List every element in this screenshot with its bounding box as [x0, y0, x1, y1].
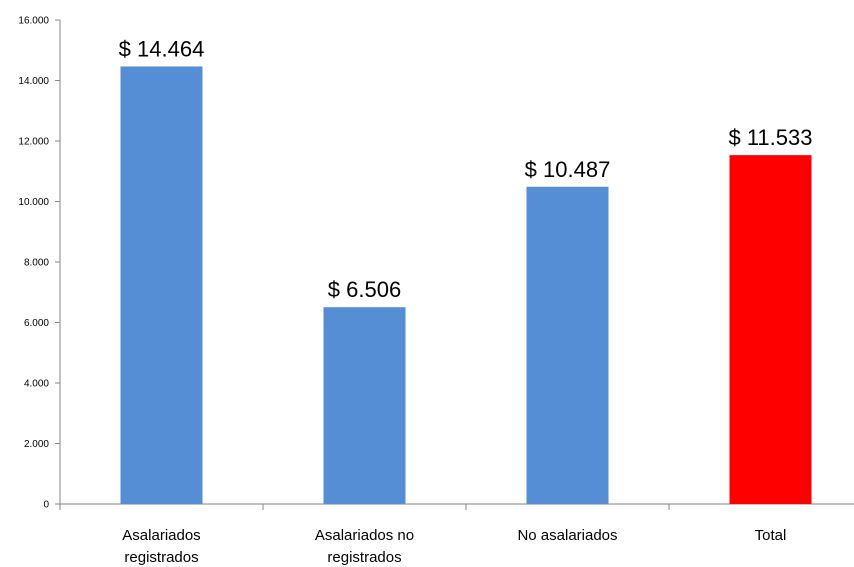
- category-label-line: Asalariados no: [315, 527, 414, 544]
- category-label-line: Asalariados: [122, 527, 200, 544]
- bar: [120, 66, 203, 505]
- y-tick-label: 16.000: [18, 16, 49, 27]
- y-axis: 0 2.000 4.000 6.000 8.000 10.000 12.000 14.000 1…: [18, 16, 61, 511]
- y-tick-label: 6.000: [24, 318, 49, 329]
- category-label-line: registrados: [327, 549, 401, 566]
- data-label: $ 11.533: [728, 125, 812, 150]
- category-label: No asalariados: [517, 527, 617, 544]
- category-label: Total: [755, 527, 787, 544]
- y-tick-label: 2.000: [24, 439, 49, 450]
- data-label: $ 14.464: [119, 36, 205, 61]
- x-axis: [59, 503, 854, 510]
- y-tick-label: 0: [43, 500, 49, 511]
- category-label-line: registrados: [124, 549, 198, 566]
- y-tick-label: 14.000: [18, 76, 49, 87]
- y-tick-label: 8.000: [24, 258, 49, 269]
- data-label: $ 6.506: [328, 277, 401, 302]
- category-label-line: No asalariados: [517, 527, 617, 544]
- y-tick-label: 12.000: [18, 137, 49, 148]
- bar: [729, 155, 812, 504]
- y-tick-label: 10.000: [18, 197, 49, 208]
- data-label: $ 10.487: [525, 157, 611, 182]
- data-labels: $ 14.464 $ 6.506 $ 10.487 $ 11.533: [119, 36, 813, 302]
- category-label: Asalariados registrados: [122, 527, 200, 566]
- category-labels: Asalariados registrados Asalariados no regi…: [122, 527, 786, 566]
- bar: [323, 307, 406, 504]
- bars: [120, 66, 812, 505]
- category-label-line: Total: [755, 527, 787, 544]
- bar: [526, 186, 609, 504]
- y-tick-label: 4.000: [24, 379, 49, 390]
- category-label: Asalariados no registrados: [315, 527, 414, 566]
